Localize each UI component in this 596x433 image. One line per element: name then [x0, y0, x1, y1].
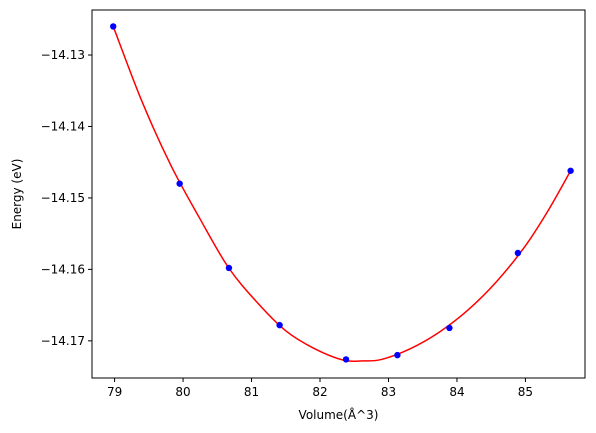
y-axis-label: Energy (eV) [10, 159, 24, 230]
y-tick-label: −14.13 [41, 48, 85, 62]
fit-line-layer [112, 26, 572, 363]
fit-line [112, 26, 572, 363]
y-tick-label: −14.16 [41, 262, 85, 276]
x-axis-ticks: 79 80 81 82 83 84 85 [107, 378, 533, 399]
x-tick-label: 82 [312, 385, 327, 399]
data-point [110, 23, 117, 30]
data-point [514, 249, 522, 257]
data-point [176, 180, 183, 187]
data-point [567, 167, 574, 174]
data-point [342, 356, 350, 363]
x-tick-label: 79 [107, 385, 122, 399]
x-axis-label: Volume(Å^3) [299, 407, 379, 422]
data-point [446, 324, 453, 332]
data-point [276, 321, 283, 329]
data-point [394, 351, 401, 359]
y-tick-label: −14.17 [41, 334, 85, 348]
y-tick-label: −14.15 [41, 191, 85, 205]
y-tick-label: −14.14 [41, 119, 85, 133]
data-points-layer [110, 23, 574, 363]
x-tick-label: 84 [449, 385, 464, 399]
y-axis-ticks: −14.13 −14.14 −14.15 −14.16 −14.17 [41, 48, 92, 348]
x-tick-label: 80 [175, 385, 190, 399]
axes-frame [91, 9, 586, 379]
x-tick-label: 81 [244, 385, 259, 399]
data-point [225, 264, 233, 272]
x-tick-label: 83 [381, 385, 396, 399]
x-tick-label: 85 [518, 385, 533, 399]
